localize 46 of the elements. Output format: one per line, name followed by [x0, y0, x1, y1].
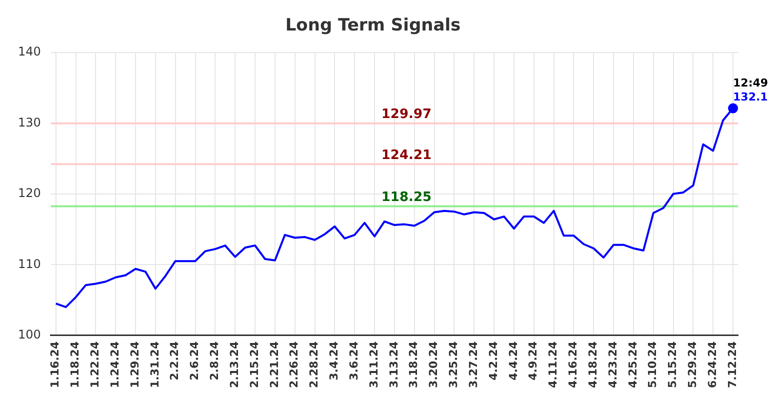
ref-line-label: 124.21: [381, 148, 432, 163]
x-tick-label: 3.27.24: [466, 341, 480, 388]
y-tick-label: 120: [18, 186, 41, 200]
x-tick-label: 2.15.24: [248, 341, 261, 388]
y-tick-label: 110: [18, 256, 41, 271]
x-tick-label: 4.25.24: [626, 341, 640, 388]
annotation: 12:49: [733, 76, 768, 90]
x-tick-label: 4.11.24: [546, 341, 560, 388]
y-tick-label: 130: [18, 115, 41, 130]
y-tick-label: 100: [18, 328, 41, 342]
ref-line-label: 118.25: [381, 190, 432, 206]
x-tick-label: 2.13.24: [228, 341, 241, 388]
x-tick-label: 3.20.24: [427, 341, 440, 388]
x-tick-label: 4.16.24: [566, 341, 580, 388]
x-tick-label: 4.4.24: [506, 341, 520, 380]
x-tick-label: 2.6.24: [188, 341, 202, 380]
x-tick-label: 5.10.24: [646, 341, 660, 388]
x-tick-label: 1.18.24: [68, 341, 82, 388]
x-tick-label: 1.24.24: [108, 341, 122, 388]
x-tick-label: 1.31.24: [148, 341, 162, 388]
x-tick-label: 3.11.24: [367, 341, 380, 388]
x-tick-label: 7.12.24: [726, 341, 739, 388]
ref-line-label: 129.97: [381, 107, 432, 122]
x-tick-label: 3.13.24: [387, 341, 400, 388]
y-tick-label: 140: [18, 44, 41, 59]
x-tick-label: 6.24.24: [706, 341, 719, 388]
x-tick-label: 1.22.24: [88, 341, 102, 388]
x-tick-label: 2.2.24: [168, 341, 182, 380]
x-tick-label: 4.18.24: [586, 341, 600, 388]
x-tick-label: 2.26.24: [288, 341, 301, 388]
x-tick-label: 4.23.24: [606, 341, 620, 388]
x-tick-label: 3.18.24: [407, 341, 420, 388]
x-tick-label: 2.8.24: [208, 341, 222, 380]
data-label: 132.1: [733, 90, 768, 104]
x-tick-label: 3.6.24: [347, 341, 360, 380]
x-tick-label: 2.28.24: [308, 341, 321, 388]
x-tick-label: 5.29.24: [686, 341, 700, 388]
chart-title: Long Term Signals: [285, 16, 461, 36]
x-tick-label: 4.9.24: [526, 341, 540, 380]
x-tick-label: 2.21.24: [268, 341, 281, 388]
x-tick-label: 4.2.24: [486, 341, 500, 380]
x-tick-label: 3.25.24: [447, 341, 460, 388]
x-tick-label: 1.16.24: [48, 341, 62, 388]
x-tick-label: 3.4.24: [328, 341, 341, 380]
x-tick-label: 1.29.24: [128, 341, 142, 388]
x-tick-label: 5.15.24: [666, 341, 680, 388]
